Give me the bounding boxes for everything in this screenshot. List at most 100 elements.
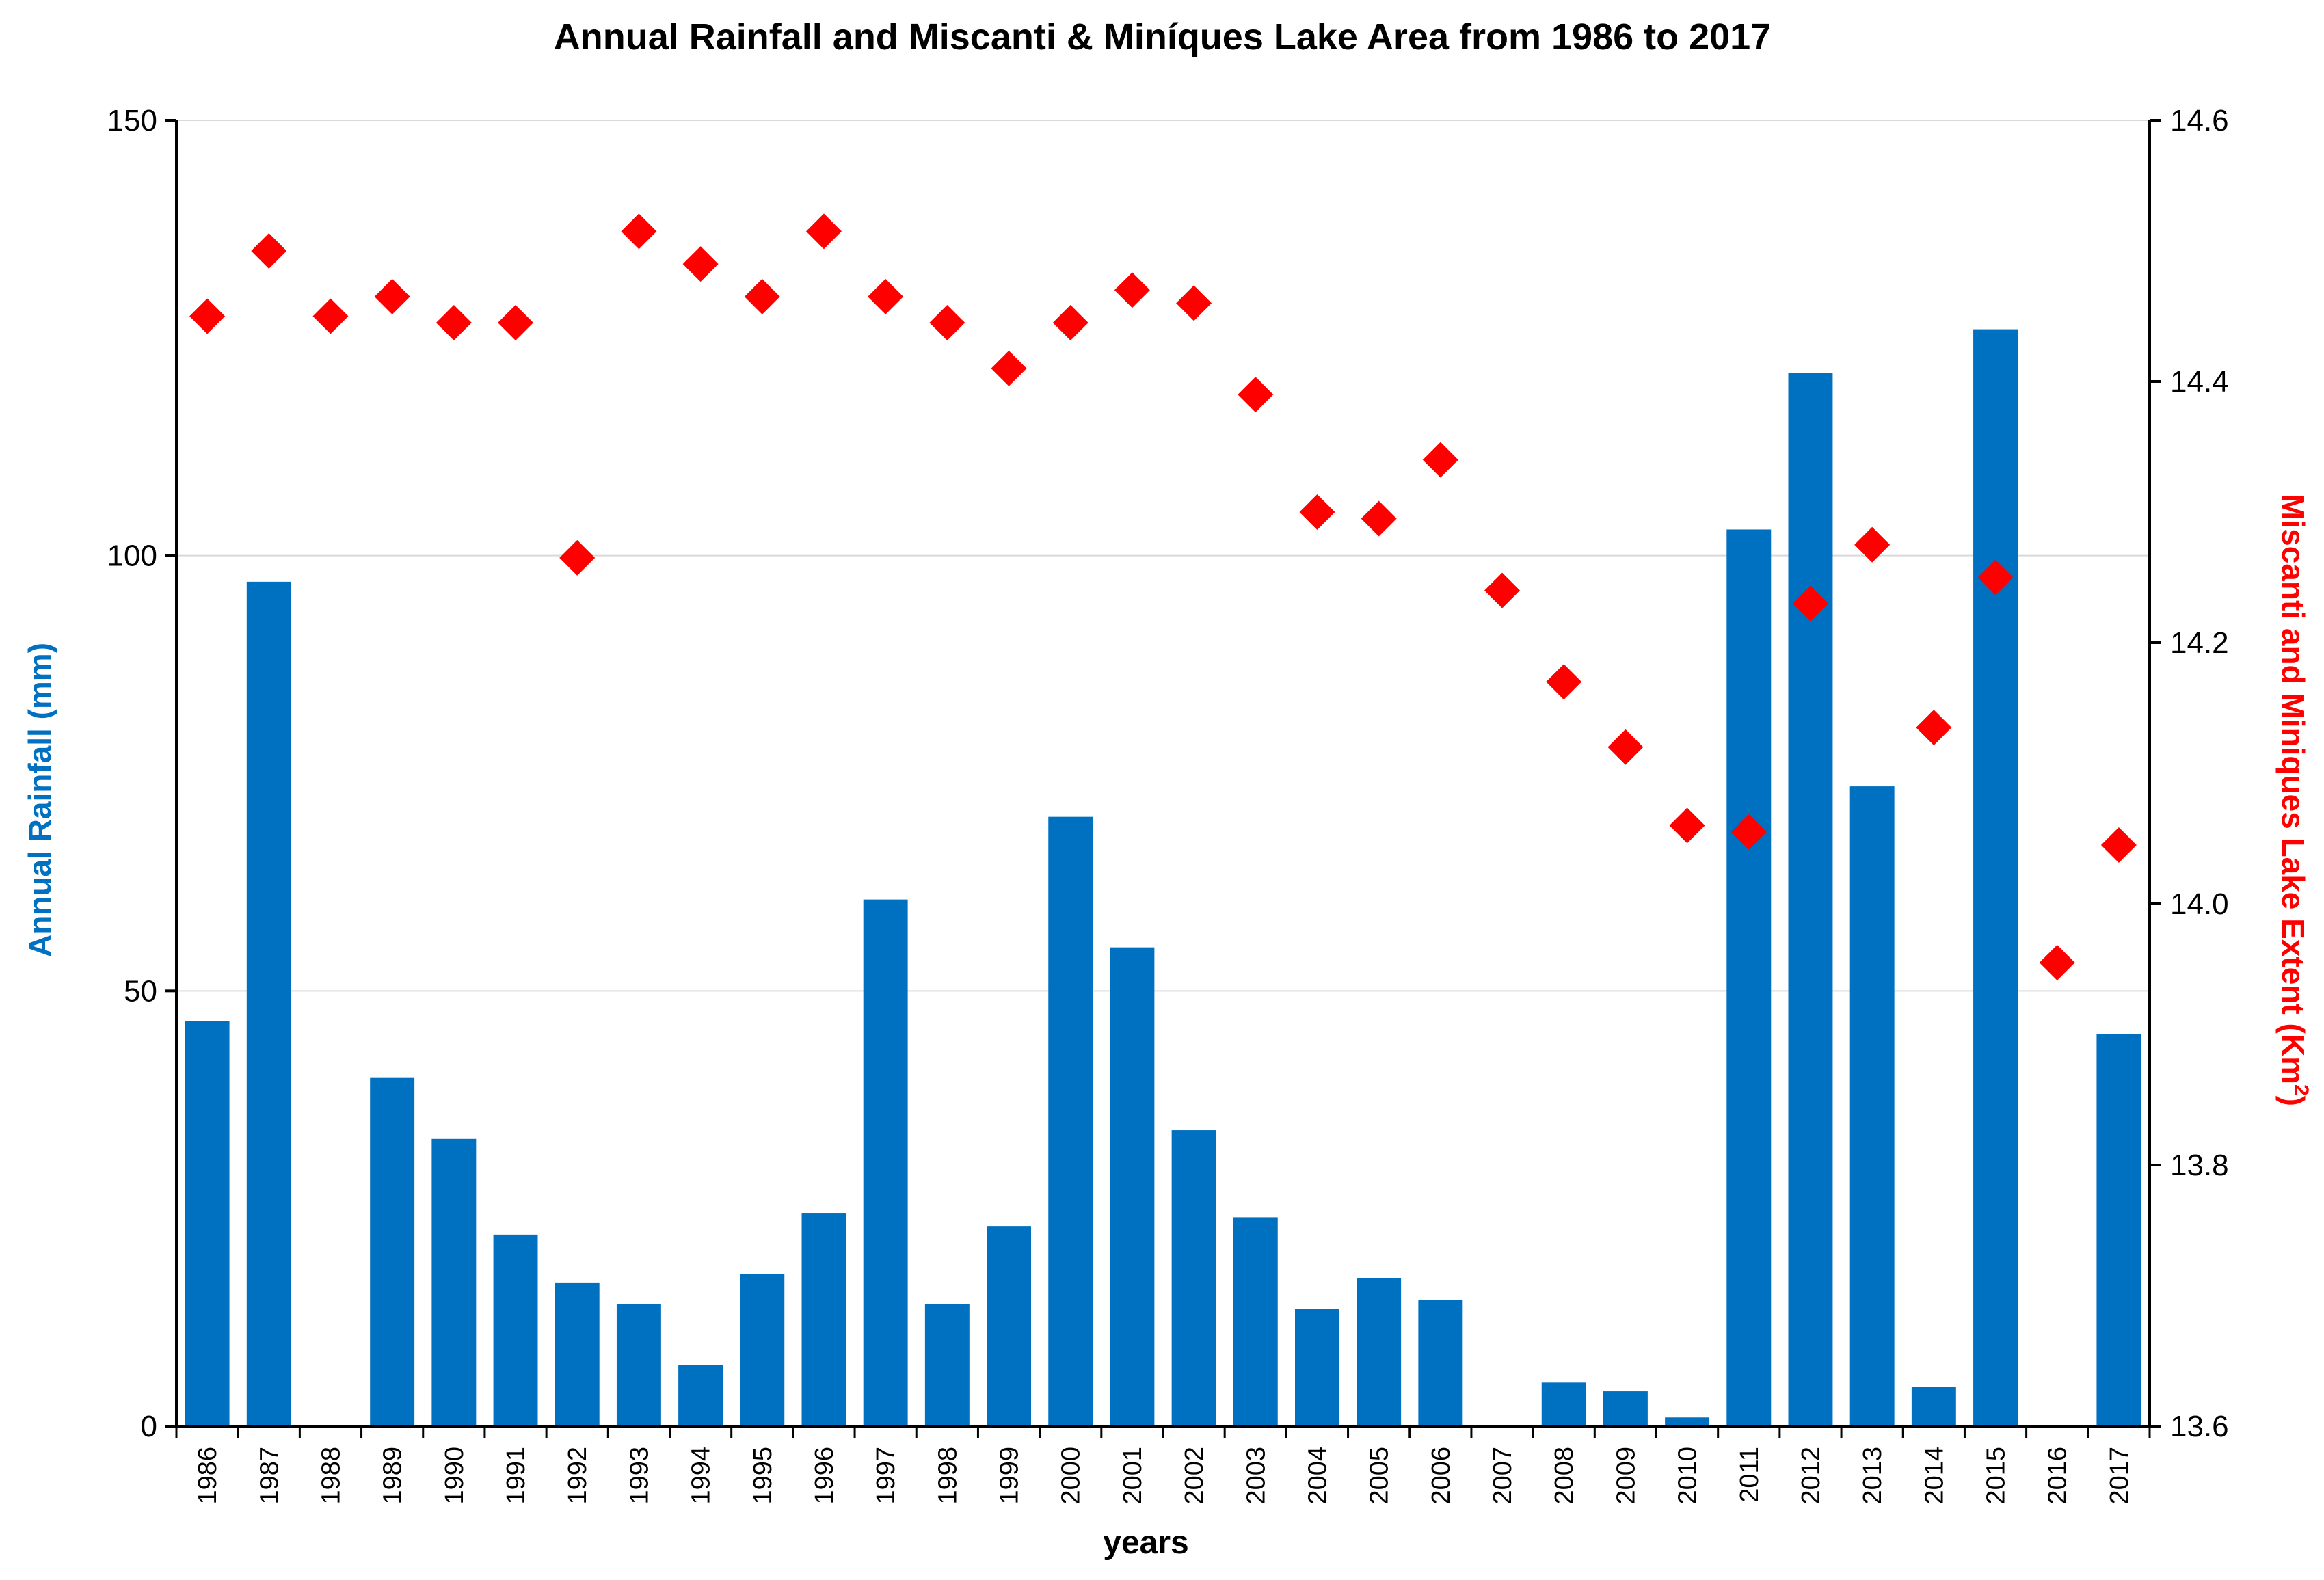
bar-2010 [1665, 1417, 1710, 1426]
marker-1998 [929, 305, 965, 341]
marker-2002 [1176, 285, 1212, 321]
x-tick-label-2012: 2012 [1797, 1447, 1826, 1505]
marker-series [189, 213, 2137, 980]
bar-2003 [1233, 1217, 1278, 1426]
marker-1989 [374, 278, 410, 314]
x-tick-label-1995: 1995 [749, 1447, 777, 1505]
y2-tick-label: 14.2 [2170, 626, 2229, 660]
marker-1992 [559, 539, 596, 576]
x-axis-title: years [1103, 1525, 1188, 1561]
x-tick-label-1992: 1992 [563, 1447, 592, 1505]
marker-2006 [1422, 442, 1458, 478]
bar-1990 [431, 1138, 477, 1426]
y-axis-title: Annual Rainfall (mm) [22, 643, 57, 957]
x-tick-label-1991: 1991 [502, 1447, 531, 1505]
x-tick-label-1993: 1993 [625, 1447, 654, 1505]
marker-2015 [1977, 559, 2014, 595]
bar-2017 [2096, 1034, 2141, 1426]
x-tick-label-2004: 2004 [1303, 1447, 1332, 1505]
y2-tick-label: 14.6 [2170, 104, 2229, 137]
x-tick-label-2002: 2002 [1180, 1447, 1209, 1505]
y2-tick-label: 14.0 [2170, 887, 2229, 921]
x-tick-label-2000: 2000 [1057, 1447, 1086, 1505]
marker-1995 [744, 278, 780, 314]
y-tick-label: 100 [107, 539, 157, 573]
marker-1999 [991, 350, 1027, 386]
tick-labels: 0 50 100 150 13.6 13.8 14.0 14.2 14.4 14.6 1986 198… [107, 104, 2229, 1505]
x-tick-label-1998: 1998 [933, 1447, 962, 1505]
marker-2005 [1361, 500, 1397, 537]
bar-1997 [863, 899, 908, 1426]
x-tick-label-1994: 1994 [687, 1447, 716, 1505]
axes [165, 119, 2161, 1438]
bar-2013 [1849, 786, 1895, 1426]
marker-2017 [2100, 827, 2137, 863]
y-tick-label: 0 [141, 1410, 157, 1443]
bar-1986 [185, 1021, 230, 1426]
bar-2011 [1726, 529, 1772, 1426]
y-tick-label: 150 [107, 104, 157, 137]
marker-2010 [1669, 807, 1705, 844]
bar-1989 [370, 1077, 415, 1426]
bar-1992 [555, 1282, 600, 1426]
x-tick-label-1988: 1988 [317, 1447, 345, 1505]
marker-2004 [1299, 494, 1335, 530]
x-tick-label-2009: 2009 [1612, 1447, 1640, 1505]
y-tick-label: 50 [124, 974, 157, 1008]
bar-2009 [1603, 1391, 1648, 1426]
marker-1996 [805, 213, 842, 250]
marker-2001 [1114, 272, 1150, 308]
x-tick-label-2005: 2005 [1365, 1447, 1394, 1505]
chart-title: Annual Rainfall and Miscanti & Miníques … [554, 16, 1772, 57]
bar-2006 [1418, 1300, 1463, 1426]
marker-2000 [1052, 305, 1088, 341]
bar-2000 [1048, 816, 1093, 1426]
x-tick-label-2013: 2013 [1858, 1447, 1887, 1505]
marker-1986 [189, 298, 226, 334]
bar-1999 [987, 1226, 1031, 1426]
bar-2014 [1911, 1387, 1956, 1426]
marker-2013 [1854, 526, 1891, 563]
x-tick-label-2011: 2011 [1735, 1447, 1764, 1503]
marker-2014 [1916, 710, 1952, 746]
y2-axis-title-superscript: 2 [2290, 1084, 2312, 1096]
bar-2005 [1357, 1278, 1402, 1426]
bar-2012 [1788, 373, 1833, 1427]
marker-2007 [1484, 572, 1521, 608]
x-tick-label-2003: 2003 [1242, 1447, 1270, 1505]
bar-1993 [616, 1304, 661, 1426]
marker-2012 [1792, 585, 1828, 621]
marker-1997 [868, 278, 904, 314]
bar-2001 [1110, 947, 1155, 1426]
x-tick-label-2008: 2008 [1550, 1447, 1579, 1505]
marker-1991 [498, 305, 534, 341]
bar-1995 [740, 1274, 785, 1426]
marker-1994 [682, 246, 719, 282]
bar-2015 [1973, 329, 2018, 1427]
marker-2003 [1238, 377, 1274, 413]
x-tick-label-2016: 2016 [2044, 1447, 2072, 1505]
bar-1991 [493, 1234, 538, 1426]
y2-tick-label: 14.4 [2170, 365, 2229, 399]
bar-1998 [924, 1304, 970, 1426]
x-tick-label-2017: 2017 [2105, 1447, 2134, 1505]
bar-1996 [801, 1213, 846, 1426]
x-tick-label-2015: 2015 [1982, 1447, 2011, 1505]
y2-tick-label: 13.8 [2170, 1149, 2229, 1182]
x-tick-label-2007: 2007 [1488, 1447, 1517, 1505]
bar-1987 [246, 581, 291, 1426]
x-tick-label-1997: 1997 [872, 1447, 900, 1505]
bar-1994 [678, 1365, 723, 1426]
x-tick-label-1990: 1990 [440, 1447, 469, 1505]
marker-2016 [2039, 944, 2075, 980]
bar-series [185, 329, 2141, 1427]
marker-2008 [1546, 664, 1582, 700]
x-tick-label-2010: 2010 [1674, 1447, 1702, 1505]
marker-2011 [1731, 814, 1767, 850]
y2-axis-title: Miscanti and Miniques Lake Extent (Km2) [2275, 494, 2312, 1106]
marker-1993 [621, 213, 657, 250]
x-tick-label-1996: 1996 [810, 1447, 839, 1505]
marker-1990 [436, 305, 472, 341]
